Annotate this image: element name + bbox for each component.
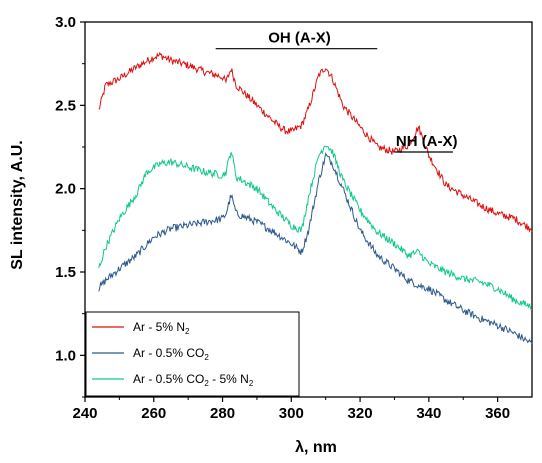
x-tick-label: 340 bbox=[416, 405, 441, 422]
x-tick-label: 300 bbox=[279, 405, 304, 422]
legend-label-3: Ar - 0.5% CO2 - 5% N2 bbox=[133, 372, 254, 388]
x-tick-label: 240 bbox=[72, 405, 97, 422]
annotation-label: OH (A-X) bbox=[268, 30, 331, 47]
axis-ticks: 240 260 280 300 320 340 360 1.0 1.5 2.0 2.5 3.0 bbox=[55, 14, 510, 422]
x-tick-label: 360 bbox=[485, 405, 510, 422]
y-tick-label: 1.5 bbox=[55, 264, 76, 281]
legend: Ar - 5% N2 Ar - 0.5% CO2 Ar - 0.5% CO2 - 5… bbox=[85, 311, 300, 397]
y-tick-label: 2.0 bbox=[55, 181, 76, 198]
y-tick-label: 3.0 bbox=[55, 14, 76, 31]
series-line-1 bbox=[98, 51, 533, 233]
y-tick-label: 1.0 bbox=[55, 347, 76, 364]
series-layer bbox=[98, 51, 533, 345]
plot-border bbox=[84, 21, 533, 398]
plot-frame bbox=[84, 21, 533, 398]
x-axis-title: λ, nm bbox=[295, 439, 337, 456]
annotation-label: NH (A-X) bbox=[396, 133, 458, 150]
annotations: OH (A-X) NH (A-X) bbox=[215, 30, 458, 153]
series-line-3 bbox=[98, 145, 533, 311]
y-axis-title: SL intensity, A.U. bbox=[9, 140, 26, 270]
y-tick-label: 2.5 bbox=[55, 97, 76, 114]
legend-label-2: Ar - 0.5% CO2 bbox=[133, 346, 209, 362]
x-tick-label: 320 bbox=[348, 405, 373, 422]
x-tick-label: 260 bbox=[141, 405, 166, 422]
series-line-2 bbox=[98, 152, 533, 345]
legend-box bbox=[85, 311, 300, 397]
x-tick-label: 280 bbox=[210, 405, 235, 422]
legend-label-1: Ar - 5% N2 bbox=[133, 320, 190, 336]
